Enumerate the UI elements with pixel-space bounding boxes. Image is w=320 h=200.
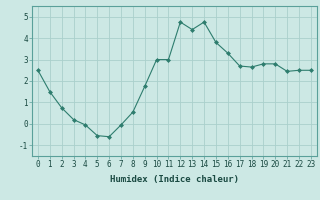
X-axis label: Humidex (Indice chaleur): Humidex (Indice chaleur) <box>110 175 239 184</box>
